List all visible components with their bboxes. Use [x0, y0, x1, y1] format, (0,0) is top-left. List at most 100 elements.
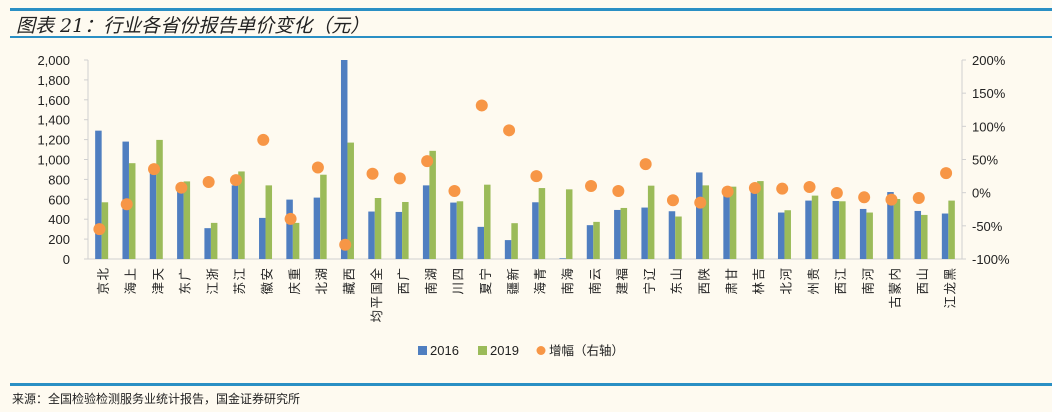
growth-point: [940, 167, 953, 180]
growth-point: [339, 238, 352, 251]
category-label-char: 龙: [942, 282, 957, 295]
category-label-char: 海: [533, 282, 548, 295]
left-tick-label: 1,800: [37, 73, 70, 88]
bar-2019: [292, 222, 300, 259]
left-tick-label: 0: [63, 252, 70, 267]
growth-point: [311, 161, 324, 174]
category-label-char: 内: [888, 268, 903, 281]
category-label-char: 京: [96, 282, 111, 295]
legend-label-growth: 增幅（右轴）: [549, 343, 624, 358]
category-label-char: 苏: [232, 282, 247, 295]
growth-point: [666, 194, 679, 207]
bar-2016: [777, 212, 785, 259]
category-label-char: 辽: [642, 268, 657, 281]
growth-point: [694, 196, 707, 209]
category-label-char: 云: [587, 268, 602, 281]
bar-2019: [538, 188, 546, 259]
growth-point: [858, 191, 871, 204]
bar-2019: [128, 163, 136, 259]
right-tick-label: 200%: [972, 53, 1006, 68]
growth-point: [393, 172, 406, 185]
growth-point: [912, 191, 925, 204]
category-label-char: 山: [915, 268, 930, 281]
category-label-char: 西: [833, 282, 848, 295]
category-label-char: 藏: [341, 282, 356, 295]
legend-label-2019: 2019: [490, 343, 519, 358]
growth-point: [175, 181, 188, 194]
category-label-char: 南: [423, 282, 438, 295]
category-label-char: 南: [587, 282, 602, 295]
bar-2016: [259, 217, 266, 259]
bar-2016: [586, 225, 594, 259]
bar-2016: [696, 172, 703, 259]
bar-2019: [484, 184, 491, 259]
category-label-char: 庆: [287, 282, 302, 295]
bar-2016: [723, 187, 730, 259]
bar-2016: [832, 200, 840, 259]
category-label-char: 甘: [724, 268, 739, 281]
left-tick-label: 600: [48, 192, 70, 207]
bar-2019: [729, 186, 737, 259]
bar-2019: [675, 216, 682, 259]
category-label-char: 东: [669, 282, 684, 295]
growth-point: [93, 223, 106, 236]
category-label-char: 夏: [478, 282, 493, 295]
bar-2019: [893, 199, 901, 259]
bar-2016: [614, 209, 621, 259]
growth-point: [748, 182, 761, 195]
category-label-char: 江: [232, 268, 247, 281]
growth-point: [421, 155, 434, 168]
bar-2019: [374, 198, 382, 259]
bar-2019: [429, 150, 436, 259]
bar-2016: [668, 211, 676, 259]
right-tick-label: 0%: [972, 186, 991, 201]
bar-2016: [204, 228, 211, 259]
growth-point: [229, 174, 242, 187]
category-label-char: 浙: [205, 268, 220, 281]
legend-label-2016: 2016: [430, 343, 459, 358]
left-tick-label: 800: [48, 172, 70, 187]
category-label-char: 川: [451, 282, 466, 295]
category-label-char: 肃: [724, 282, 739, 295]
growth-point: [148, 163, 161, 176]
legend-swatch-2019: [478, 346, 487, 355]
bar-2016: [286, 199, 293, 259]
left-tick-label: 400: [48, 212, 70, 227]
category-label-char: 广: [396, 268, 411, 281]
category-label-char: 北: [314, 282, 329, 295]
growth-point: [284, 212, 297, 225]
title-top-rule: [10, 8, 1052, 11]
bar-2016: [477, 226, 485, 259]
growth-point: [776, 182, 789, 195]
bar-2016: [368, 211, 375, 259]
growth-point: [612, 185, 625, 198]
left-tick-label: 2,000: [37, 53, 70, 68]
right-tick-label: 50%: [972, 153, 998, 168]
category-label-char: 海: [123, 282, 138, 295]
growth-point: [366, 167, 379, 180]
bar-2019: [456, 201, 464, 259]
category-label-char: 陕: [697, 268, 712, 281]
category-label-char: 南: [560, 282, 575, 295]
bar-2016: [149, 171, 157, 259]
growth-point: [639, 158, 652, 171]
category-label-char: 河: [860, 268, 875, 281]
growth-point: [202, 176, 215, 189]
category-label-char: 江: [833, 268, 848, 281]
bar-2016: [750, 185, 758, 259]
bar-2019: [183, 181, 191, 259]
legend-swatch-2016: [418, 346, 427, 355]
left-tick-label: 200: [48, 232, 70, 247]
category-label-char: 古: [888, 296, 903, 309]
bar-2019: [784, 210, 791, 259]
bar-2016: [177, 186, 184, 259]
chart: 0 200 400 600 800 1,000 1,200 1,400 1,600 1,800 2,…: [37, 53, 1010, 358]
bar-2019: [866, 212, 873, 259]
bar-2016: [450, 202, 457, 259]
category-label-char: 新: [505, 268, 520, 281]
bar-2016: [340, 60, 348, 259]
category-label-char: 国: [369, 282, 384, 295]
category-label-char: 平: [369, 296, 384, 309]
category-label-char: 北: [778, 282, 793, 295]
growth-point: [257, 133, 270, 146]
